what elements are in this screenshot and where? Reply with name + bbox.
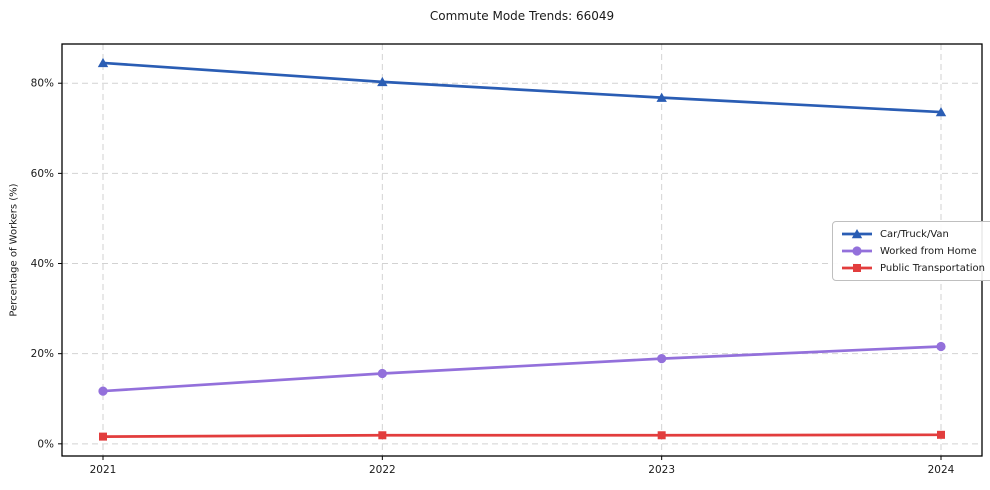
svg-text:2023: 2023 [648, 464, 675, 476]
svg-text:40%: 40% [31, 258, 54, 270]
svg-text:20%: 20% [31, 348, 54, 360]
square-marker-icon [842, 264, 872, 272]
legend-label: Car/Truck/Van [880, 228, 949, 240]
svg-text:2022: 2022 [369, 464, 396, 476]
legend-item-worked-from-home: Worked from Home [840, 244, 985, 258]
circle-marker-icon [842, 246, 872, 256]
legend: Car/Truck/Van Worked from Home Public Tr… [832, 221, 990, 281]
svg-text:80%: 80% [31, 78, 54, 90]
svg-text:60%: 60% [31, 168, 54, 180]
legend-item-car-truck-van: Car/Truck/Van [840, 227, 985, 241]
svg-text:2024: 2024 [928, 464, 955, 476]
svg-text:2021: 2021 [90, 464, 117, 476]
legend-label: Public Transportation [880, 262, 985, 274]
legend-label: Worked from Home [880, 245, 977, 257]
legend-item-public-transportation: Public Transportation [840, 261, 985, 275]
chart-title: Commute Mode Trends: 66049 [429, 9, 615, 23]
triangle-marker-icon [842, 229, 872, 239]
svg-text:0%: 0% [37, 438, 54, 450]
